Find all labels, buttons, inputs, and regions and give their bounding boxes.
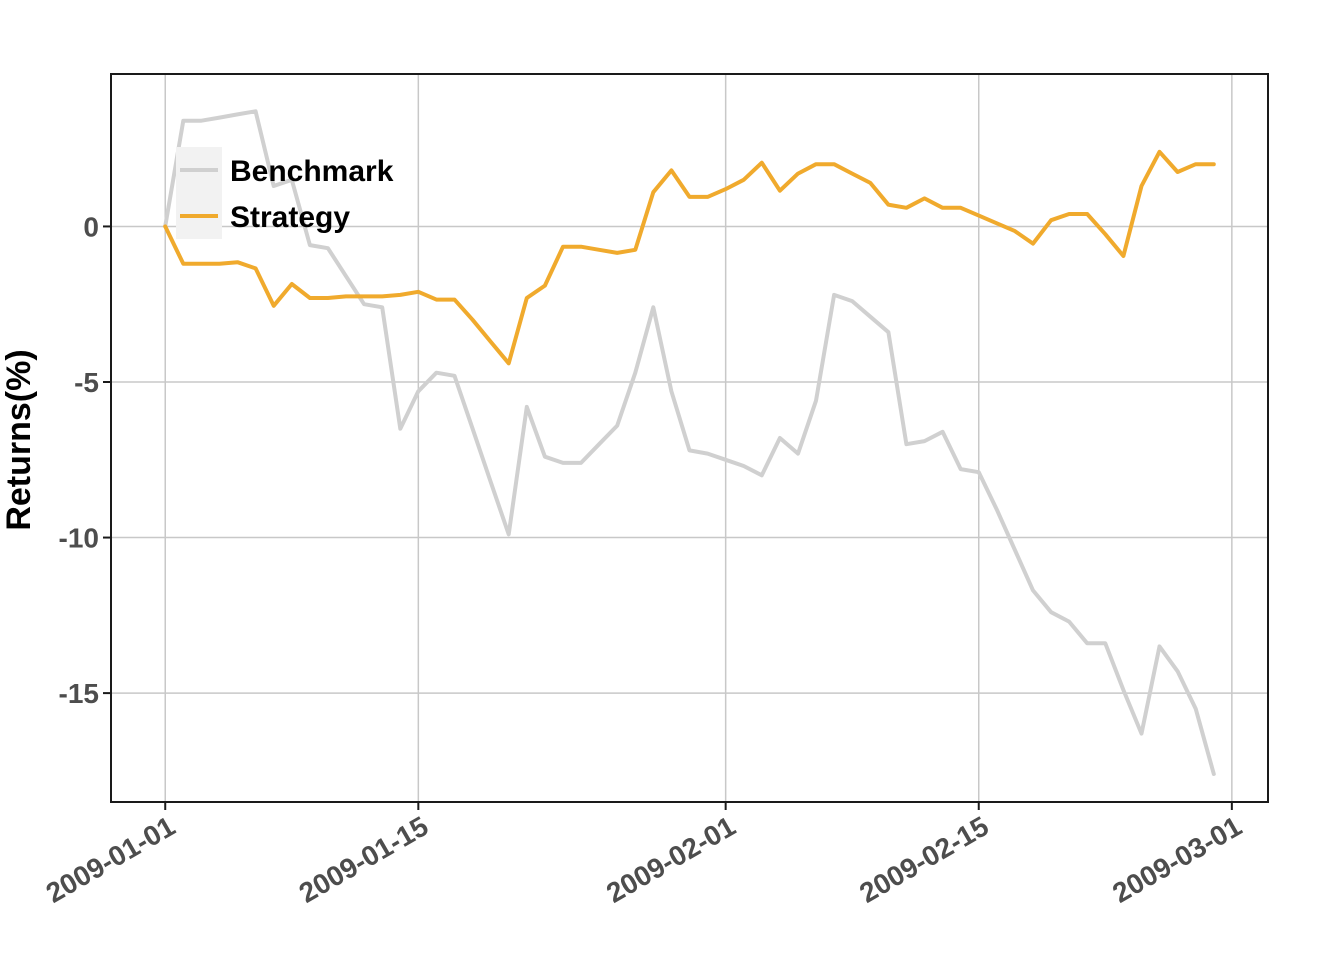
y-tick-label: 0 [83,211,99,242]
x-tick-label: 2009-01-15 [294,810,434,908]
x-tick-label: 2009-02-01 [601,810,741,908]
y-tick-label: -5 [74,367,99,398]
legend: Benchmark Strategy [176,147,394,239]
x-axis: 2009-01-01 2009-01-15 2009-02-01 2009-02-15… [41,802,1247,909]
legend-label-benchmark: Benchmark [230,155,394,188]
series-line-benchmark [163,109,1216,776]
legend-label-strategy: Strategy [230,201,350,234]
y-tick-label: -10 [59,523,99,554]
y-axis-title: Returns(%) [0,349,38,530]
panel-border [110,73,1269,803]
x-tick-label: 2009-03-01 [1107,810,1247,908]
y-axis: 0 -5 -10 -15 [59,211,111,709]
x-tick-label: 2009-02-15 [854,810,994,908]
series-lines [163,109,1216,776]
series-line-strategy [163,149,1216,366]
x-tick-label: 2009-01-01 [41,810,181,908]
y-tick-label: -15 [59,678,99,709]
